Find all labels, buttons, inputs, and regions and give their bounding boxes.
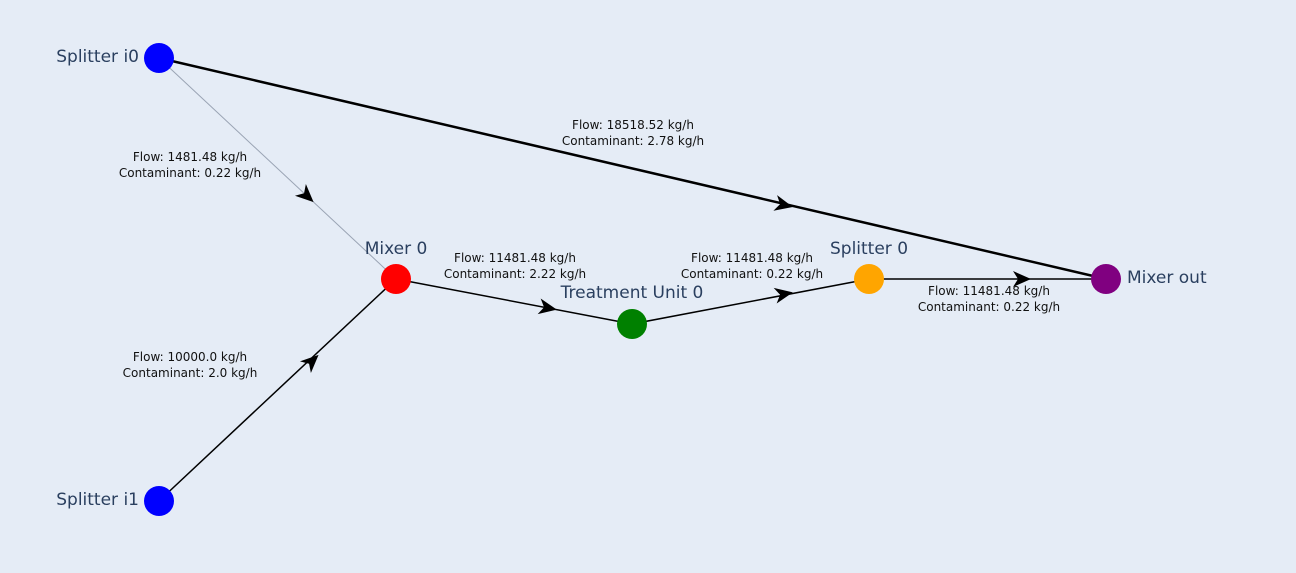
edge-contaminant-label: Contaminant: 2.78 kg/h — [562, 134, 704, 148]
edge-contaminant-label: Contaminant: 2.0 kg/h — [123, 366, 258, 380]
edge-contaminant-label: Contaminant: 0.22 kg/h — [119, 166, 261, 180]
edge-contaminant-label: Contaminant: 0.22 kg/h — [918, 300, 1060, 314]
arrowhead-i1-to-mixer0 — [299, 354, 319, 373]
node-marker[interactable] — [854, 264, 884, 294]
node-marker[interactable] — [144, 486, 174, 516]
edges-layer — [158, 56, 1107, 502]
nodes-layer: Splitter i0 Splitter i1 Mixer 0 Treatment U… — [56, 43, 1207, 516]
edge-contaminant-label: Contaminant: 0.22 kg/h — [681, 267, 823, 281]
node-label: Mixer 0 — [365, 239, 428, 259]
arrowhead-i0-to-mixerout — [773, 195, 793, 211]
edge-contaminant-label: Contaminant: 2.22 kg/h — [444, 267, 586, 281]
node-label: Splitter i0 — [56, 47, 139, 67]
node-mixer-out[interactable]: Mixer out — [1091, 264, 1207, 294]
node-marker[interactable] — [1091, 264, 1121, 294]
node-marker[interactable] — [617, 309, 647, 339]
node-treatment-unit-0[interactable]: Treatment Unit 0 — [560, 283, 704, 339]
edge-flow-label: Flow: 11481.48 kg/h — [454, 251, 576, 265]
node-mixer-0[interactable]: Mixer 0 — [365, 239, 428, 294]
edge-labels-layer: Flow: 1481.48 kg/h Contaminant: 0.22 kg/h… — [119, 118, 1060, 380]
node-splitter-0[interactable]: Splitter 0 — [830, 239, 908, 294]
edge-tu0-to-splitter0 — [631, 278, 870, 325]
node-splitter-i1[interactable]: Splitter i1 — [56, 486, 174, 516]
node-marker[interactable] — [381, 264, 411, 294]
node-label: Mixer out — [1127, 268, 1207, 288]
node-label: Splitter i1 — [56, 490, 139, 510]
edge-i1-to-mixer0 — [158, 278, 397, 502]
edge-mixer0-to-tu0 — [395, 278, 633, 325]
edge-flow-label: Flow: 18518.52 kg/h — [572, 118, 694, 132]
edge-flow-label: Flow: 10000.0 kg/h — [133, 350, 247, 364]
arrowhead-tu0-to-splitter0 — [773, 287, 793, 304]
arrowhead-mixer0-to-tu0 — [537, 298, 557, 315]
arrowhead-splitter0-to-mixerout — [1013, 271, 1031, 287]
arrowhead-i0-to-mixer0 — [294, 184, 314, 203]
node-label: Treatment Unit 0 — [560, 283, 704, 303]
node-marker[interactable] — [144, 43, 174, 73]
node-label: Splitter 0 — [830, 239, 908, 259]
edge-i0-to-mixerout — [158, 56, 1107, 281]
node-splitter-i0[interactable]: Splitter i0 — [56, 43, 174, 73]
edge-i0-to-mixer0 — [158, 57, 397, 280]
edge-flow-label: Flow: 11481.48 kg/h — [691, 251, 813, 265]
edge-flow-label: Flow: 1481.48 kg/h — [133, 150, 247, 164]
edge-flow-label: Flow: 11481.48 kg/h — [928, 284, 1050, 298]
